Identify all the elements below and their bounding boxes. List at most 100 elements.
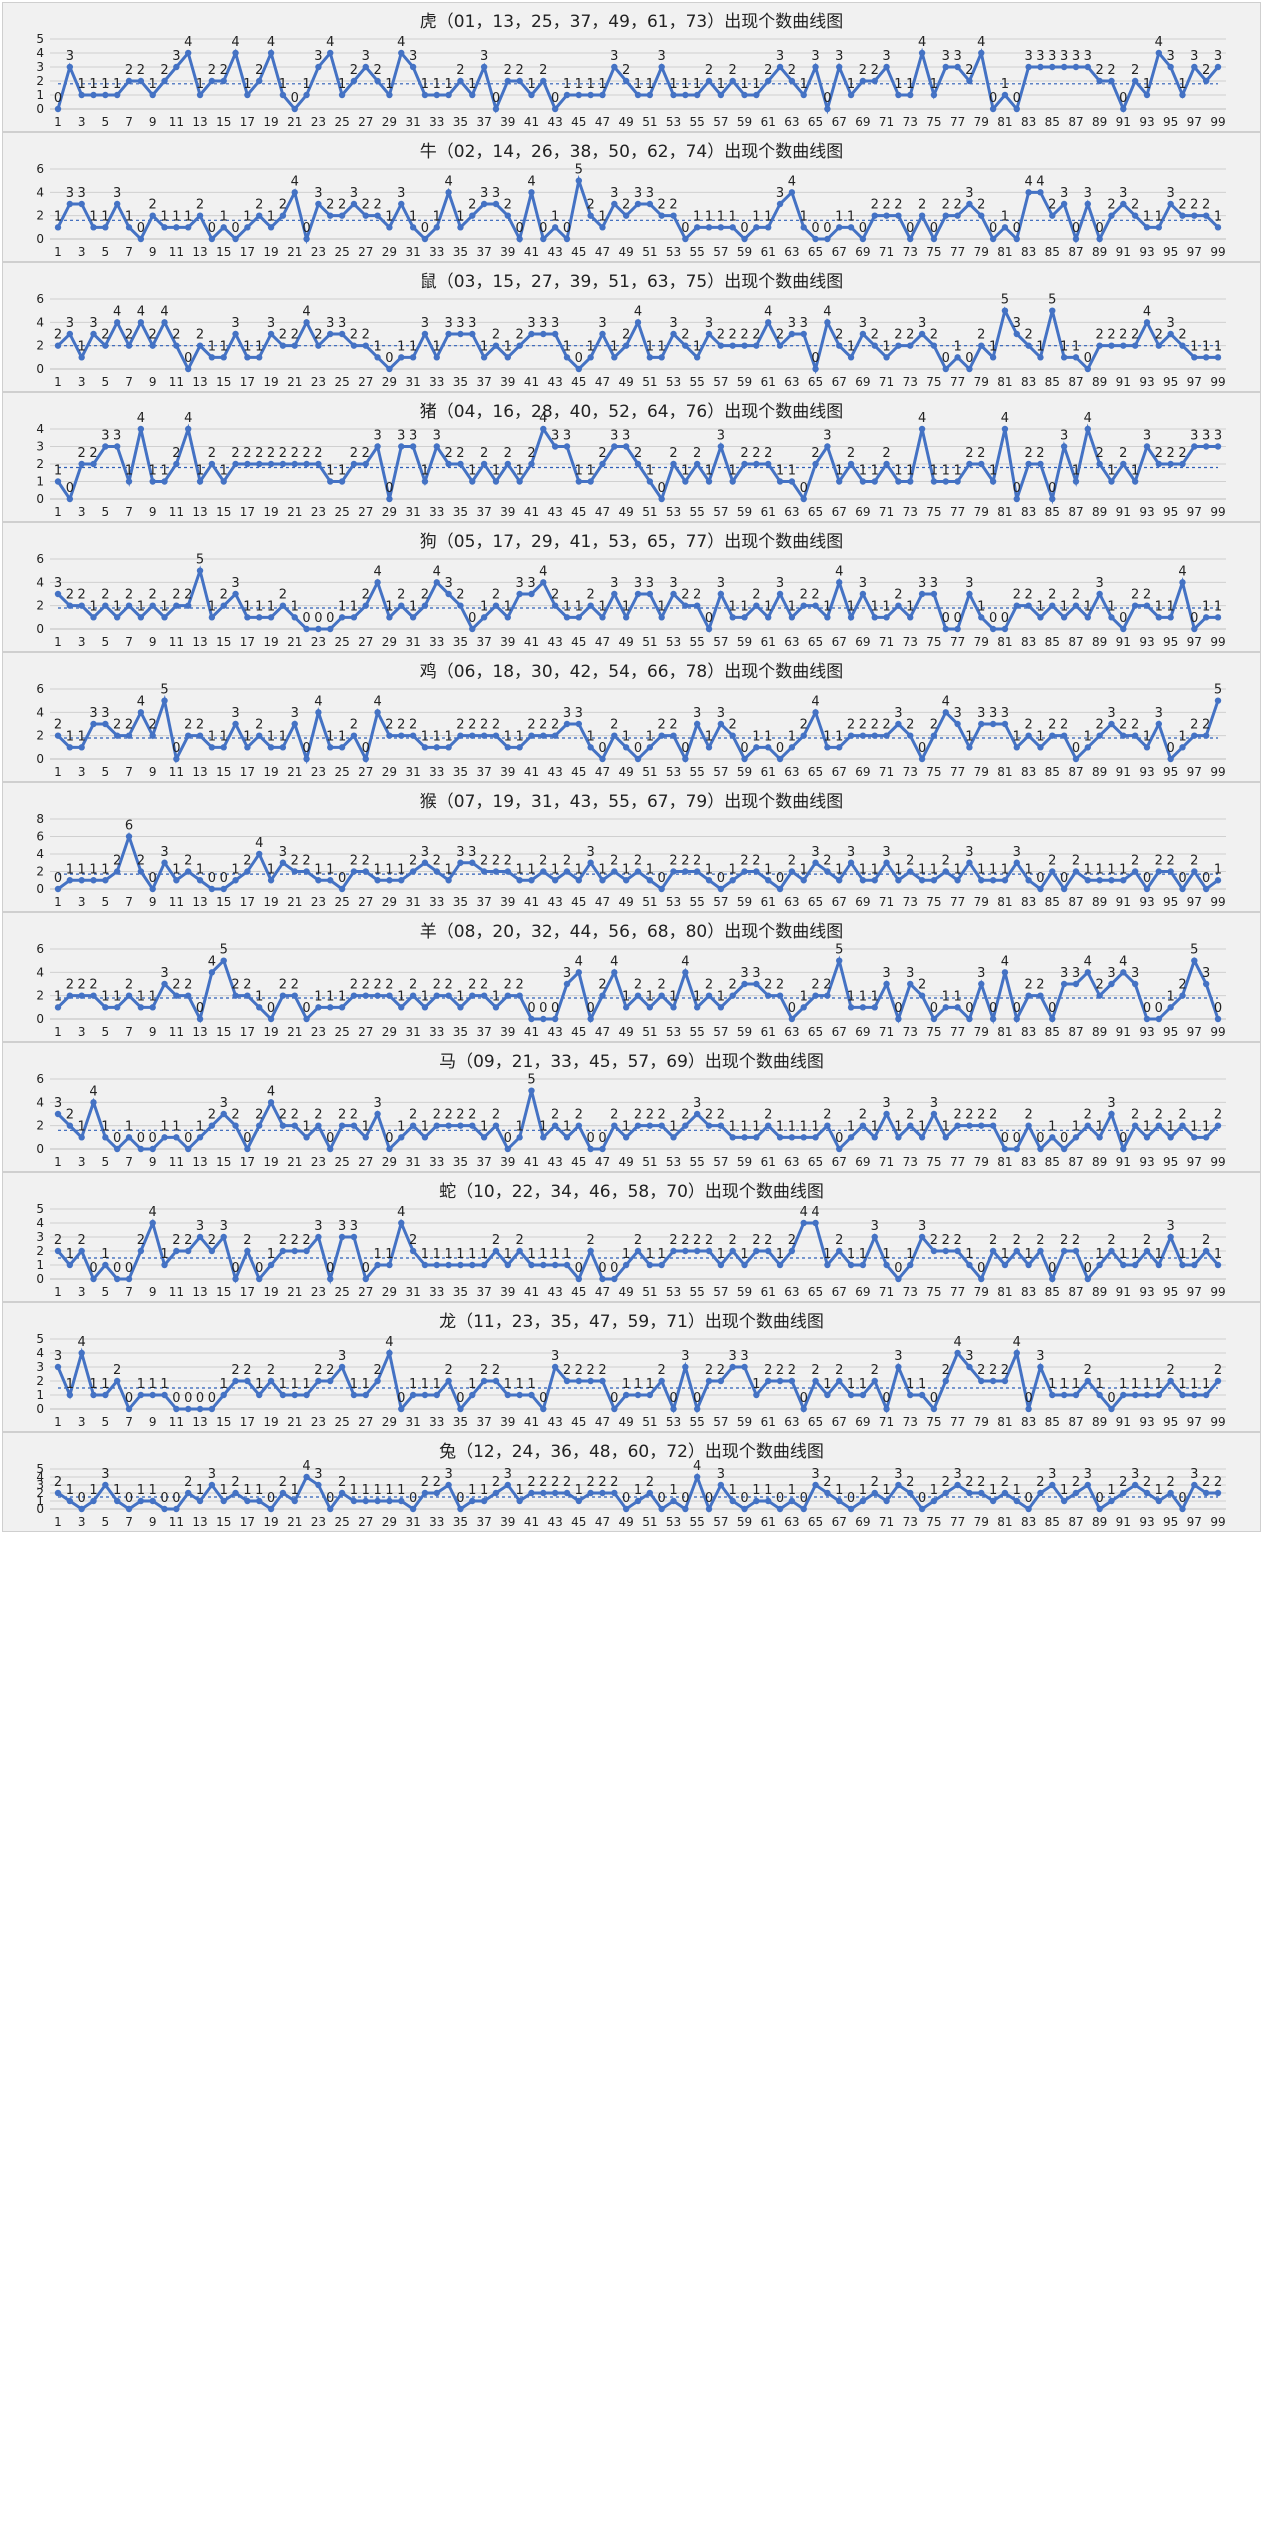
- data-point: [1001, 1489, 1009, 1497]
- data-point: [409, 1122, 417, 1129]
- data-label: 1: [397, 1119, 405, 1134]
- data-label: 1: [587, 464, 595, 479]
- data-label: 3: [444, 316, 452, 331]
- data-point: [646, 1261, 654, 1269]
- data-label: 2: [255, 198, 263, 213]
- data-label: 1: [492, 989, 500, 1004]
- data-point: [1025, 1261, 1032, 1269]
- x-tick-label: 7: [125, 895, 133, 909]
- data-point: [611, 200, 618, 208]
- chart-panel: 猪（04，16，28，40，52，64，76）出现个数曲线图 0 1 2 3 4 1 3 5 7 9…: [2, 392, 1261, 522]
- x-tick-label: 39: [500, 375, 515, 389]
- data-label: 1: [598, 862, 606, 877]
- x-tick-label: 85: [1045, 895, 1060, 909]
- x-tick-label: 19: [263, 895, 278, 909]
- data-point: [753, 1134, 760, 1141]
- data-label: 2: [717, 1108, 725, 1123]
- data-point: [303, 1391, 310, 1399]
- data-label: 2: [788, 1233, 796, 1248]
- data-point: [622, 212, 630, 219]
- data-point: [800, 1004, 807, 1011]
- data-point: [634, 992, 642, 999]
- data-point: [1060, 885, 1068, 893]
- data-label: 1: [1178, 729, 1186, 744]
- data-point: [78, 1505, 85, 1513]
- data-label: 4: [397, 35, 405, 50]
- data-label: 1: [267, 862, 275, 877]
- data-label: 2: [740, 328, 748, 343]
- data-point: [173, 224, 180, 231]
- data-label: 0: [89, 1261, 97, 1276]
- x-tick-label: 13: [192, 505, 207, 519]
- data-point: [729, 1247, 736, 1255]
- data-label: 2: [906, 1475, 914, 1490]
- x-tick-label: 87: [1068, 635, 1083, 649]
- data-point: [54, 590, 62, 598]
- data-label: 5: [220, 943, 228, 958]
- x-tick-label: 3: [78, 245, 86, 259]
- data-label: 1: [871, 599, 879, 614]
- data-label: 1: [444, 729, 452, 744]
- x-tick-label: 47: [595, 1285, 610, 1299]
- data-label: 2: [681, 854, 689, 869]
- data-point: [291, 1497, 298, 1505]
- data-label: 0: [421, 221, 429, 236]
- data-label: 3: [740, 966, 748, 981]
- x-tick-label: 89: [1092, 765, 1107, 779]
- data-point: [350, 1391, 358, 1399]
- x-tick-label: 5: [102, 505, 110, 519]
- x-tick-label: 95: [1163, 895, 1178, 909]
- y-tick-label: 4: [36, 705, 44, 719]
- x-tick-label: 77: [950, 765, 965, 779]
- data-label: 1: [847, 599, 855, 614]
- data-label: 3: [1131, 966, 1139, 981]
- data-point: [966, 859, 973, 866]
- data-point: [800, 1505, 807, 1513]
- data-point: [1108, 614, 1115, 621]
- data-label: 4: [539, 564, 547, 579]
- x-tick-label: 71: [879, 895, 894, 909]
- data-point: [1108, 1247, 1115, 1255]
- data-label: 2: [208, 1108, 216, 1123]
- y-tick-label: 2: [36, 209, 44, 223]
- data-point: [469, 1497, 476, 1505]
- x-tick-label: 9: [149, 1155, 157, 1169]
- data-point: [54, 224, 62, 231]
- data-point: [149, 1004, 156, 1011]
- x-tick-label: 91: [1116, 1155, 1131, 1169]
- data-point: [350, 614, 358, 621]
- data-label: 3: [172, 49, 180, 64]
- data-label: 3: [480, 186, 488, 201]
- data-label: 2: [871, 63, 879, 78]
- data-label: 2: [101, 588, 109, 603]
- data-label: 2: [279, 446, 287, 461]
- x-tick-label: 61: [761, 1415, 776, 1429]
- data-point: [504, 992, 511, 999]
- data-label: 0: [302, 741, 310, 756]
- data-point: [362, 868, 369, 875]
- data-point: [1013, 744, 1020, 751]
- data-point: [244, 1247, 251, 1255]
- data-label: 1: [267, 1247, 275, 1262]
- data-label: 1: [231, 862, 239, 877]
- data-point: [409, 354, 417, 361]
- x-tick-label: 51: [642, 1415, 657, 1429]
- data-point: [1179, 744, 1186, 751]
- data-label: 1: [433, 77, 441, 92]
- data-label: 1: [338, 77, 346, 92]
- data-label: 2: [515, 1233, 523, 1248]
- y-tick-label: 5: [36, 32, 44, 46]
- x-tick-label: 3: [78, 375, 86, 389]
- data-label: 4: [1001, 411, 1009, 426]
- x-tick-label: 55: [690, 765, 705, 779]
- data-point: [954, 1004, 961, 1011]
- data-label: 1: [788, 599, 796, 614]
- data-label: 2: [1001, 1363, 1009, 1378]
- x-tick-label: 77: [950, 635, 965, 649]
- x-tick-label: 27: [358, 1155, 373, 1169]
- x-tick-label: 91: [1116, 635, 1131, 649]
- data-label: 2: [705, 63, 713, 78]
- data-point: [587, 744, 594, 751]
- data-label: 3: [1060, 49, 1068, 64]
